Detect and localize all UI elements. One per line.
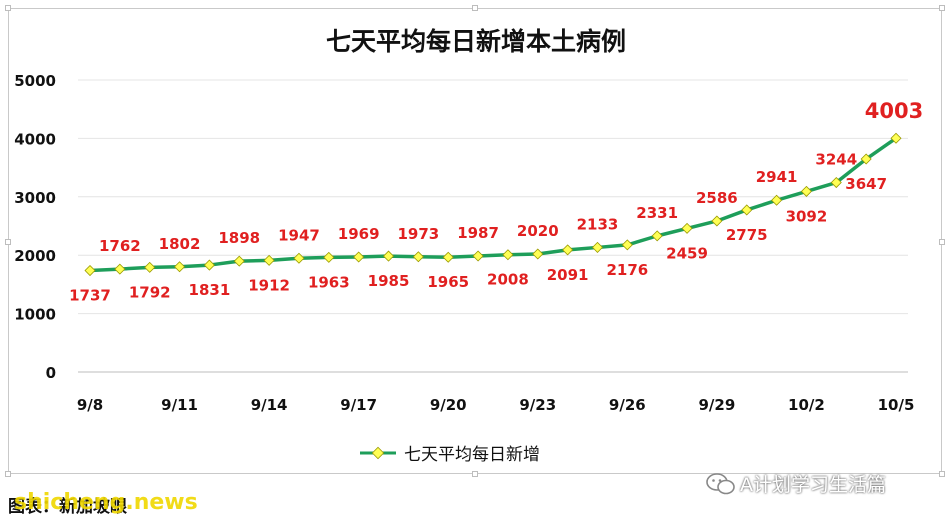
- y-tick-label: 5000: [14, 72, 56, 90]
- x-tick-label: 9/8: [77, 396, 103, 414]
- data-label: 2941: [756, 168, 798, 186]
- data-label: 2176: [606, 261, 648, 279]
- data-label: 1965: [427, 273, 469, 291]
- data-label: 1969: [338, 225, 380, 243]
- x-tick-label: 9/29: [698, 396, 735, 414]
- data-label: 4003: [865, 99, 923, 123]
- data-label: 2586: [696, 189, 738, 207]
- data-point: [144, 261, 156, 273]
- data-label: 2091: [547, 266, 589, 284]
- resize-handle-mid-left[interactable]: [5, 239, 11, 245]
- data-label: 1762: [99, 237, 141, 255]
- x-tick-label: 9/20: [430, 396, 467, 414]
- resize-handle-mid-right[interactable]: [939, 239, 945, 245]
- data-point: [383, 250, 395, 262]
- data-label: 2775: [726, 226, 768, 244]
- resize-handle-top-left[interactable]: [5, 5, 11, 11]
- data-point: [263, 254, 275, 266]
- data-point: [711, 215, 723, 227]
- resize-handle-top-mid[interactable]: [472, 5, 478, 11]
- y-tick-label: 1000: [14, 306, 56, 324]
- data-point: [472, 250, 484, 262]
- data-label: 1963: [308, 273, 350, 291]
- data-point: [651, 230, 663, 242]
- data-point: [771, 194, 783, 206]
- y-tick-label: 0: [46, 364, 56, 382]
- series-line: [89, 136, 898, 273]
- data-label: 2133: [577, 215, 619, 233]
- legend-label: 七天平均每日新增: [404, 445, 540, 465]
- x-tick-label: 10/5: [878, 396, 915, 414]
- data-label: 2331: [636, 204, 678, 222]
- data-point: [591, 241, 603, 253]
- chart-title: 七天平均每日新增本土病例: [325, 27, 626, 56]
- legend-swatch: [360, 446, 396, 459]
- data-point: [830, 177, 842, 189]
- data-point: [233, 255, 245, 267]
- data-point: [114, 263, 126, 275]
- data-point: [562, 244, 574, 256]
- watermark-left: shicheng.news: [14, 490, 198, 515]
- data-label: 1947: [278, 226, 320, 244]
- x-tick-label: 10/2: [788, 396, 825, 414]
- source-caption: 图表：新加坡眼: [8, 497, 127, 517]
- data-label: 1912: [248, 276, 290, 294]
- x-tick-label: 9/23: [519, 396, 556, 414]
- data-label: 1831: [189, 281, 231, 299]
- data-point: [323, 251, 335, 263]
- data-point: [502, 249, 514, 261]
- data-label: 1987: [457, 224, 499, 242]
- data-point: [412, 251, 424, 263]
- data-point: [203, 259, 215, 271]
- chart-frame: [5, 5, 945, 477]
- data-label: 2459: [666, 244, 708, 262]
- data-label: 1737: [69, 287, 111, 305]
- data-point: [621, 239, 633, 251]
- x-tick-label: 9/14: [251, 396, 288, 414]
- x-tick-label: 9/26: [609, 396, 646, 414]
- data-point: [293, 252, 305, 264]
- data-label: 2020: [517, 222, 559, 240]
- resize-handle-top-right[interactable]: [939, 5, 945, 11]
- data-label: 3647: [845, 175, 887, 193]
- resize-handle-bottom-right[interactable]: [939, 471, 945, 477]
- data-label: 3092: [786, 207, 828, 225]
- data-label: 1973: [397, 225, 439, 243]
- data-point: [890, 132, 902, 144]
- data-point: [174, 261, 186, 273]
- data-point: [353, 251, 365, 263]
- data-label: 2008: [487, 271, 529, 289]
- wechat-icon: [706, 472, 735, 494]
- resize-handle-bottom-left[interactable]: [5, 471, 11, 477]
- y-tick-label: 3000: [14, 189, 56, 207]
- watermark-right: A计划学习生活篇: [706, 470, 886, 497]
- data-label: 1898: [218, 229, 260, 247]
- x-tick-label: 9/11: [161, 396, 198, 414]
- watermark-right-text: A计划学习生活篇: [740, 474, 886, 496]
- x-tick-label: 9/17: [340, 396, 377, 414]
- data-label: 1802: [159, 235, 201, 253]
- data-point: [681, 222, 693, 234]
- y-tick-label: 2000: [14, 247, 56, 265]
- resize-handle-bottom-mid[interactable]: [472, 471, 478, 477]
- data-label: 3244: [815, 151, 857, 169]
- data-point: [860, 153, 872, 165]
- data-point: [84, 265, 96, 277]
- data-label: 1792: [129, 283, 171, 301]
- data-label: 1985: [368, 272, 410, 290]
- data-point: [442, 251, 454, 263]
- y-tick-label: 4000: [14, 130, 56, 148]
- data-point: [741, 204, 753, 216]
- data-point: [800, 185, 812, 197]
- chart-legend: 七天平均每日新增: [360, 440, 540, 465]
- data-point: [532, 248, 544, 260]
